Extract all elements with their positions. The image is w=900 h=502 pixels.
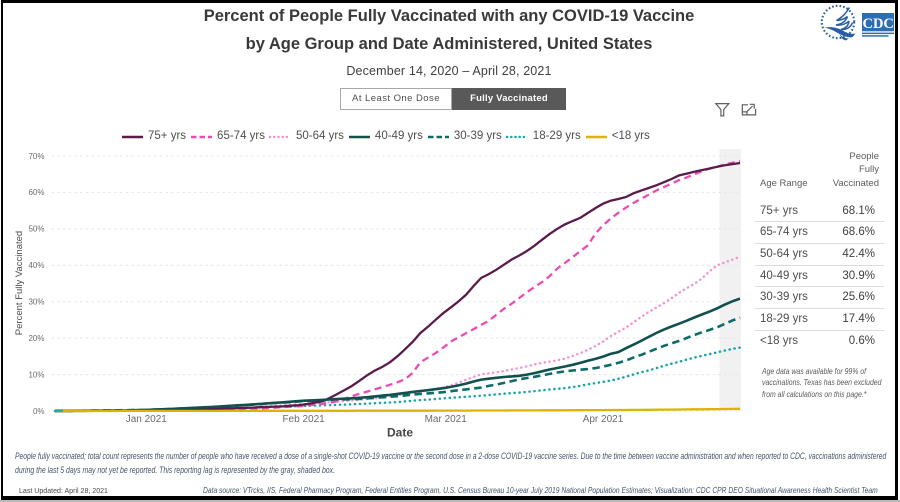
svg-text:Percent Fully Vaccinated: Percent Fully Vaccinated bbox=[14, 231, 25, 335]
svg-text:30%: 30% bbox=[28, 298, 44, 307]
svg-text:50%: 50% bbox=[28, 225, 44, 234]
svg-text:CDC: CDC bbox=[862, 16, 893, 32]
svg-text:Date: Date bbox=[387, 426, 413, 440]
svg-text:Mar 2021: Mar 2021 bbox=[425, 414, 468, 425]
svg-text:Feb 2021: Feb 2021 bbox=[282, 414, 325, 425]
svg-text:0%: 0% bbox=[33, 407, 45, 416]
svg-text:Jan 2021: Jan 2021 bbox=[126, 414, 168, 425]
svg-text:10%: 10% bbox=[28, 370, 44, 379]
svg-text:Apr 2021: Apr 2021 bbox=[583, 414, 624, 425]
svg-text:40%: 40% bbox=[28, 261, 44, 270]
svg-text:70%: 70% bbox=[28, 152, 44, 161]
svg-text:20%: 20% bbox=[28, 334, 44, 343]
svg-text:60%: 60% bbox=[28, 188, 44, 197]
